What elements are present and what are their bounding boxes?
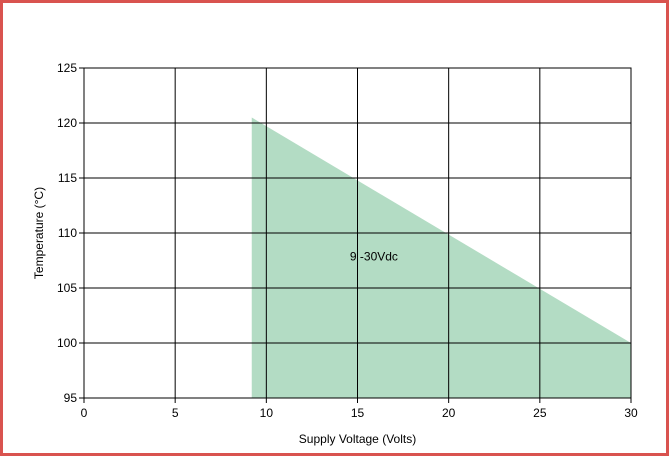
- operating-area-0: [251, 117, 631, 398]
- x-axis-label: Supply Voltage (Volts): [299, 432, 416, 446]
- x-tick-label-30: 30: [624, 406, 638, 420]
- annotations: 9 -30Vdc: [350, 250, 398, 264]
- tick-labels: 0 5 10 15 20 25 30 95 100 105 110 115 120 125: [57, 61, 638, 420]
- axis-labels: Supply Voltage (Volts) Temperature (°C): [32, 187, 416, 446]
- x-tick-label-15: 15: [351, 406, 365, 420]
- x-tick-label-20: 20: [442, 406, 456, 420]
- y-tick-label-95: 95: [64, 391, 78, 405]
- y-tick-label-120: 120: [57, 116, 77, 130]
- x-tick-label-10: 10: [260, 406, 274, 420]
- y-axis-label: Temperature (°C): [32, 187, 46, 279]
- y-tick-label-125: 125: [57, 61, 77, 75]
- y-tick-label-115: 115: [58, 171, 77, 185]
- x-tick-label-0: 0: [81, 406, 88, 420]
- axes: [79, 67, 632, 403]
- plot-area: [251, 117, 631, 398]
- y-tick-label-100: 100: [57, 336, 77, 350]
- y-tick-label-110: 110: [58, 226, 77, 240]
- annotation-0: 9 -30Vdc: [350, 250, 398, 264]
- y-tick-label-105: 105: [57, 281, 77, 295]
- x-tick-label-5: 5: [172, 406, 179, 420]
- x-tick-label-25: 25: [533, 406, 547, 420]
